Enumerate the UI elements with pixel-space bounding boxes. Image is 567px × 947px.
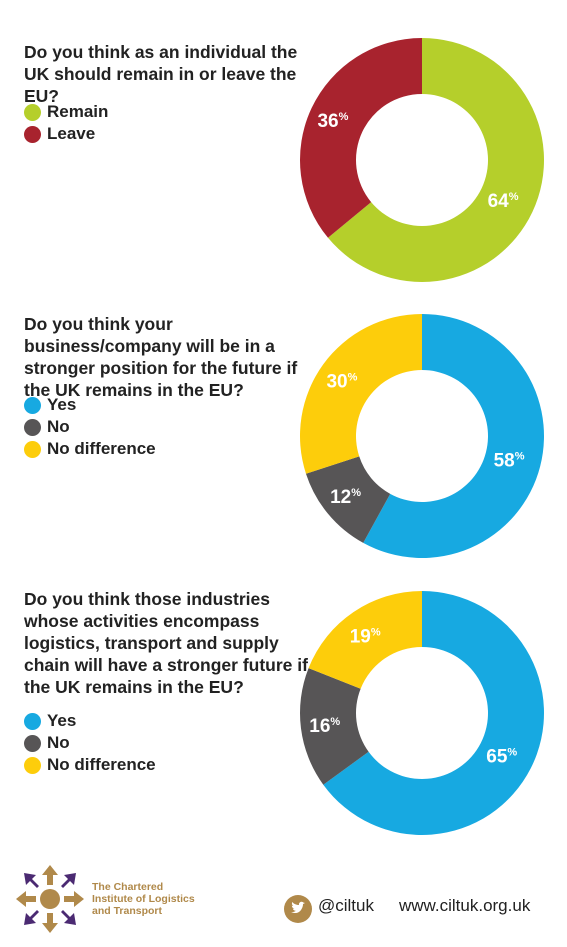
slice-yes [363, 314, 544, 558]
percent-sign: % [509, 191, 519, 203]
slice-no [300, 668, 369, 785]
slice-leave [300, 38, 422, 238]
legend-label-remain: Remain [47, 102, 109, 121]
twitter-bird-icon[interactable] [284, 895, 312, 923]
legend-label-no: No [47, 733, 70, 752]
legend-item-leave: Leave [24, 123, 108, 145]
legend-label-no-difference: No difference [47, 755, 156, 774]
slice-yes [323, 591, 544, 835]
legend-label-no: No [47, 417, 70, 436]
slice-remain [327, 38, 544, 283]
percent-sign: % [339, 111, 349, 123]
remain-swatch-icon [24, 103, 41, 121]
footer: The Chartered Institute of Logistics and… [0, 855, 567, 947]
legend-item-no-difference: No difference [24, 754, 156, 776]
legend-label-yes: Yes [47, 711, 77, 730]
percent-sign: % [348, 372, 358, 384]
org-name: The Chartered Institute of Logistics and… [92, 881, 195, 917]
legend-label-leave: Leave [47, 124, 96, 143]
slice-no [305, 456, 391, 543]
no-difference-swatch-icon [24, 756, 41, 774]
legend-3: Yes No No difference [24, 710, 156, 776]
slice-no-difference [300, 314, 422, 474]
cilt-compass-logo-icon [16, 865, 84, 933]
percent-sign: % [351, 487, 361, 499]
donut-chart-1: 64%36% [300, 38, 544, 283]
legend-item-no: No [24, 416, 156, 438]
website-link[interactable]: www.ciltuk.org.uk [399, 896, 531, 915]
legend-item-no: No [24, 732, 156, 754]
legend-2: Yes No No difference [24, 394, 156, 460]
question-2: Do you think your business/company will … [24, 314, 298, 400]
legend-label-no-difference: No difference [47, 439, 156, 458]
legend-label-yes: Yes [47, 395, 77, 414]
yes-swatch-icon [24, 712, 41, 730]
survey-section-1: Do you think as an individual the UK sho… [0, 0, 567, 290]
legend-item-yes: Yes [24, 710, 156, 732]
donut-chart-3: 65%16%19% [300, 591, 544, 835]
legend-item-remain: Remain [24, 101, 108, 123]
legend-item-no-difference: No difference [24, 438, 156, 460]
no-difference-swatch-icon [24, 440, 41, 458]
yes-swatch-icon [24, 396, 41, 414]
question-1: Do you think as an individual the UK sho… [24, 42, 298, 106]
survey-section-2: Do you think your business/company will … [0, 300, 567, 570]
no-swatch-icon [24, 418, 41, 436]
survey-section-3: Do you think those industries whose acti… [0, 580, 567, 840]
legend-item-yes: Yes [24, 394, 156, 416]
percent-sign: % [515, 450, 525, 462]
percent-sign: % [371, 626, 381, 638]
question-3: Do you think those industries whose acti… [24, 589, 308, 697]
legend-1: Remain Leave [24, 101, 108, 145]
leave-swatch-icon [24, 125, 41, 143]
twitter-handle-link[interactable]: @ciltuk [318, 896, 374, 915]
slice-no-difference [308, 591, 422, 689]
percent-sign: % [330, 716, 340, 728]
donut-chart-2: 58%12%30% [300, 314, 544, 558]
percent-sign: % [507, 747, 517, 759]
no-swatch-icon [24, 734, 41, 752]
